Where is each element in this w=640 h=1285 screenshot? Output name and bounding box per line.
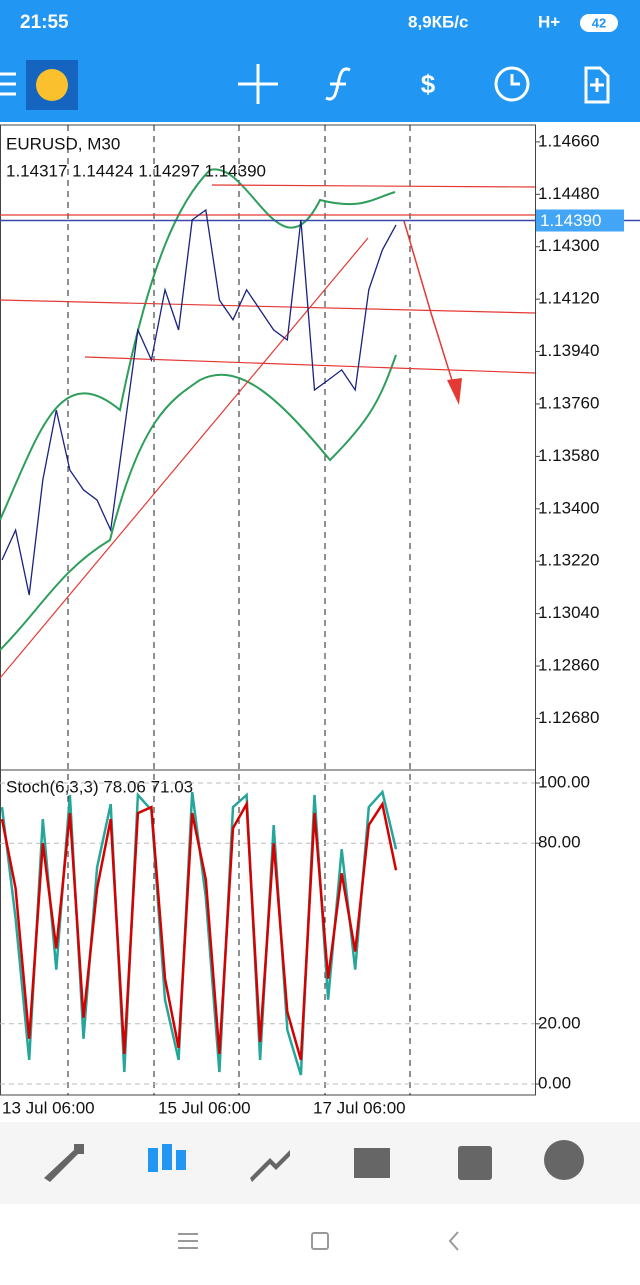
y-tick-label: 1.14300 xyxy=(538,236,599,255)
trend-lines xyxy=(0,184,536,679)
series-line xyxy=(0,799,398,1061)
chat-tab[interactable] xyxy=(544,1140,584,1180)
y-tick-label: 1.13040 xyxy=(538,603,599,622)
y-tick-label: 1.14480 xyxy=(538,184,599,203)
period-button[interactable] xyxy=(494,66,530,102)
tab-bar xyxy=(0,1122,640,1204)
y-tick-label: 1.13220 xyxy=(538,551,599,570)
chart-tab[interactable] xyxy=(148,1144,186,1172)
y-tick-label: 100.00 xyxy=(538,772,590,791)
trade-button[interactable]: $ xyxy=(421,69,436,99)
y-tick-label: 1.14660 xyxy=(538,131,599,150)
trade-tab[interactable] xyxy=(250,1150,290,1182)
x-tick-label: 17 Jul 06:00 xyxy=(313,1098,406,1117)
x-tick-label: 15 Jul 06:00 xyxy=(158,1098,251,1117)
history-tab[interactable] xyxy=(354,1148,390,1178)
quotes-tab[interactable] xyxy=(44,1144,84,1182)
crosshair-button[interactable] xyxy=(238,64,278,104)
price-badge-label: 1.14390 xyxy=(540,211,601,230)
indicators-button[interactable] xyxy=(325,67,351,101)
y-tick-label: 1.13580 xyxy=(538,446,599,465)
y-tick-label: 0.00 xyxy=(538,1073,571,1092)
chart-frame xyxy=(0,124,536,1096)
y-tick-label: 1.13760 xyxy=(538,393,599,412)
news-tab[interactable] xyxy=(458,1146,492,1180)
y-tick-label: 20.00 xyxy=(538,1013,581,1032)
panel-title: EURUSD, M30 xyxy=(6,134,120,153)
clock: 21:55 xyxy=(20,12,69,33)
net-speed: 8,9КБ/с xyxy=(408,12,468,31)
series-line xyxy=(1,208,397,596)
battery-level: 42 xyxy=(592,15,606,30)
price-badge xyxy=(536,209,624,232)
battery xyxy=(580,14,618,32)
ohlc: 1.14317 1.14424 1.14297 1.14390 xyxy=(6,161,266,180)
panel-title: Stoch(6,3,3) 78.06 71.03 xyxy=(6,777,193,796)
x-tick-label: 13 Jul 06:00 xyxy=(2,1098,95,1117)
logo-icon xyxy=(36,69,68,101)
y-tick-label: 1.14120 xyxy=(538,289,599,308)
arrow-head xyxy=(447,378,462,405)
system-menu[interactable] xyxy=(178,1233,198,1249)
y-tick-label: 1.13940 xyxy=(538,341,599,360)
y-tick-label: 80.00 xyxy=(538,833,581,852)
network-type: H+ xyxy=(538,12,560,31)
y-tick-label: 1.12860 xyxy=(538,656,599,675)
system-back[interactable] xyxy=(448,1231,459,1251)
system-home[interactable] xyxy=(311,1232,329,1250)
y-tick-label: 1.12680 xyxy=(538,708,599,727)
y-tick-label: 1.13400 xyxy=(538,498,599,517)
menu-button[interactable] xyxy=(0,72,16,96)
app-bar xyxy=(0,0,640,122)
bollinger-bands xyxy=(0,168,397,651)
new-order-button[interactable] xyxy=(584,66,610,104)
